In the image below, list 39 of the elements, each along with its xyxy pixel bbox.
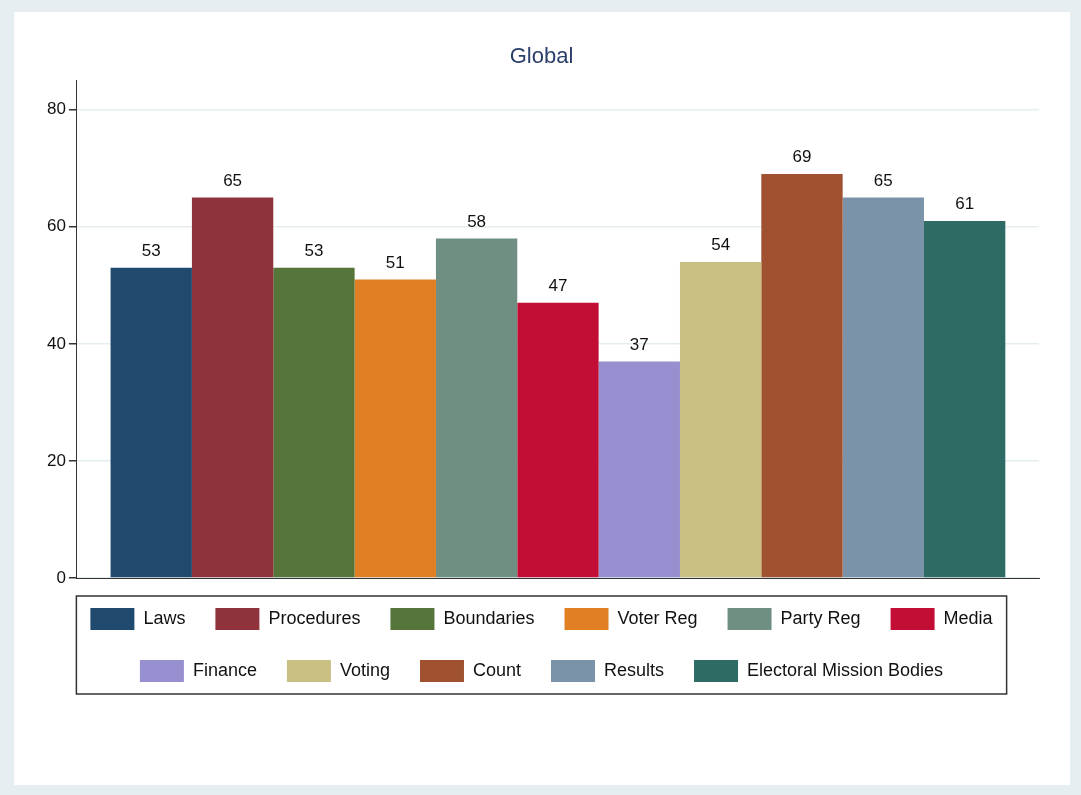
legend-label: Laws <box>143 607 186 628</box>
bar <box>273 267 355 578</box>
data-label: 53 <box>141 240 161 260</box>
legend-label: Electoral Mission Bodies <box>747 659 944 680</box>
data-label: 65 <box>873 170 893 190</box>
data-label: 37 <box>629 334 649 354</box>
y-tick-label: 80 <box>46 99 66 119</box>
legend-label: Count <box>472 659 522 680</box>
legend-label: Boundaries <box>443 607 535 628</box>
y-tick-label: 0 <box>56 567 66 587</box>
bar <box>435 238 518 578</box>
data-label: 58 <box>467 211 487 231</box>
data-label: 65 <box>223 170 243 190</box>
bar <box>842 197 924 578</box>
chart-title: Global <box>509 43 574 69</box>
y-tick-label: 60 <box>46 216 66 236</box>
legend-label: Voter Reg <box>617 607 698 628</box>
bar <box>191 197 274 578</box>
data-label: 61 <box>955 194 975 214</box>
bar <box>761 174 843 578</box>
y-tick-label: 40 <box>46 333 66 353</box>
bar <box>679 261 762 578</box>
legend-label: Party Reg <box>780 607 861 628</box>
bar <box>598 361 680 578</box>
data-label: 69 <box>792 147 812 167</box>
bar <box>923 220 1006 578</box>
data-label: 54 <box>711 235 731 255</box>
data-label: 51 <box>385 252 405 272</box>
data-label: 53 <box>304 240 324 260</box>
bar <box>110 267 192 578</box>
legend-label: Voting <box>339 659 390 680</box>
bar <box>517 302 599 578</box>
bar <box>354 279 436 578</box>
data-label: 47 <box>548 276 568 296</box>
legend-label: Procedures <box>268 607 361 628</box>
legend-label: Finance <box>192 659 257 680</box>
legend-label: Media <box>943 607 994 628</box>
legend-label: Results <box>604 659 665 680</box>
y-tick-label: 20 <box>46 450 66 470</box>
